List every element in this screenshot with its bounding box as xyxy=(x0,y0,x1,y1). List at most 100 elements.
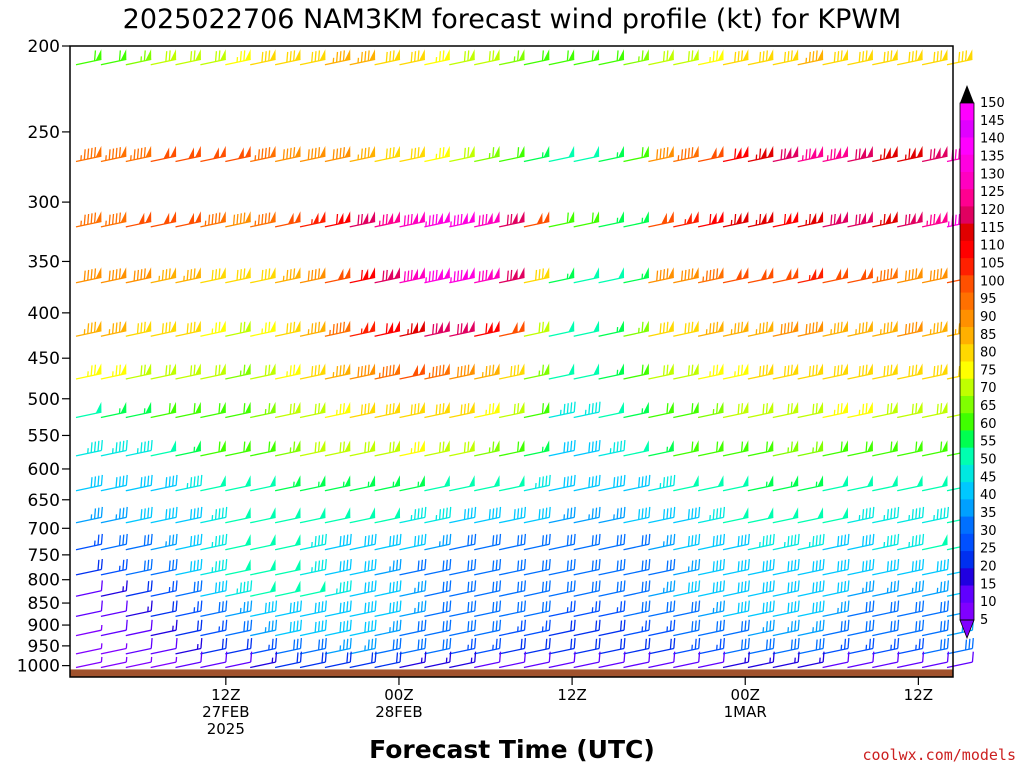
barb-feather xyxy=(513,403,516,415)
barb-shaft xyxy=(449,610,475,618)
barb-feather xyxy=(911,536,914,547)
barb-feather xyxy=(709,269,712,281)
wind-barb xyxy=(75,267,102,284)
barb-feather xyxy=(523,638,527,649)
barb-feather xyxy=(200,580,203,591)
wind-barb xyxy=(374,363,401,380)
barb-feather xyxy=(467,535,470,546)
colorbar-label: 85 xyxy=(980,328,997,343)
barb-feather xyxy=(420,507,424,519)
barb-feather xyxy=(666,364,669,376)
barb-feather xyxy=(538,477,541,488)
wind-barb xyxy=(722,363,749,380)
barb-feather xyxy=(908,323,911,334)
colorbar-segment xyxy=(960,464,974,483)
barb-feather xyxy=(673,474,676,486)
barb-feather xyxy=(548,638,551,649)
barb-flag xyxy=(443,363,450,375)
barb-flag xyxy=(344,267,351,279)
wind-barb xyxy=(449,440,475,457)
barb-flag xyxy=(170,267,177,279)
wind-barb xyxy=(374,559,402,576)
barb-feather xyxy=(349,600,352,612)
colorbar-label: 15 xyxy=(980,577,997,592)
barb-feather xyxy=(442,508,445,519)
wind-barb xyxy=(872,506,900,524)
barb-shaft xyxy=(324,543,351,551)
barb-feather xyxy=(243,441,246,453)
wind-barb xyxy=(722,267,749,284)
barb-feather xyxy=(218,321,221,333)
wind-barb xyxy=(399,211,426,228)
barb-feather xyxy=(360,51,363,63)
barb-shaft xyxy=(75,516,102,524)
barb-feather xyxy=(815,621,818,632)
barb-feather xyxy=(214,269,218,280)
barb-feather xyxy=(566,560,569,572)
barb-shaft xyxy=(847,661,874,669)
wind-barb xyxy=(274,580,301,597)
barb-feather xyxy=(548,580,551,591)
barb-feather xyxy=(417,639,420,651)
barb-flag xyxy=(244,363,251,375)
barb-feather xyxy=(168,508,171,519)
barb-flag xyxy=(891,320,898,333)
barb-feather xyxy=(100,533,103,545)
barb-feather xyxy=(534,269,538,281)
barb-flag xyxy=(543,49,550,61)
barb-feather xyxy=(150,506,153,518)
wind-barb xyxy=(897,559,925,576)
barb-feather xyxy=(449,619,452,631)
barb-feather xyxy=(200,651,203,663)
wind-barb xyxy=(324,49,351,66)
wind-barb xyxy=(673,401,699,419)
barb-feather xyxy=(286,148,289,160)
barb-feather xyxy=(168,50,171,61)
barb-feather xyxy=(453,215,456,226)
barb-feather xyxy=(246,581,249,592)
barb-feather xyxy=(808,323,811,334)
wind-barb xyxy=(75,145,102,163)
barb-feather xyxy=(449,638,452,649)
barb-feather xyxy=(872,638,875,649)
barb-flag xyxy=(195,401,201,414)
wind-barb xyxy=(200,559,228,576)
barb-flag xyxy=(667,211,674,223)
barb-feather xyxy=(100,559,103,570)
barb-shaft xyxy=(847,647,874,655)
barb-feather xyxy=(364,403,367,415)
wind-barb xyxy=(623,440,650,457)
wind-barb xyxy=(424,533,452,551)
wind-barb xyxy=(175,638,203,655)
barb-feather xyxy=(772,638,775,649)
barb-feather xyxy=(862,561,865,572)
wind-barb xyxy=(399,619,427,637)
wind-barb xyxy=(797,211,824,228)
colorbar-label: 50 xyxy=(980,453,997,468)
barb-feather xyxy=(765,560,768,572)
barb-feather xyxy=(492,621,495,632)
barb-feather xyxy=(414,403,417,415)
barb-shaft xyxy=(847,590,874,597)
barb-flag xyxy=(593,145,600,158)
barb-feather xyxy=(684,148,687,160)
barb-feather xyxy=(673,638,676,649)
barb-shaft xyxy=(722,629,749,637)
x-tick-label: 00Z xyxy=(384,686,413,704)
wind-barb xyxy=(897,401,923,419)
barb-feather xyxy=(722,600,726,612)
barb-feather xyxy=(125,533,128,545)
barb-feather xyxy=(762,561,765,572)
barb-flag xyxy=(810,268,817,281)
barb-feather xyxy=(339,582,342,594)
wind-barb xyxy=(324,211,351,228)
barb-feather xyxy=(225,619,228,631)
barb-feather xyxy=(395,652,399,663)
barb-feather xyxy=(193,364,196,376)
barb-feather xyxy=(837,365,840,376)
credit-text: coolwx.com/models xyxy=(862,746,1016,764)
barb-feather xyxy=(918,559,921,571)
wind-barb xyxy=(921,267,948,284)
barb-shaft xyxy=(374,661,401,669)
barb-feather xyxy=(193,50,196,61)
